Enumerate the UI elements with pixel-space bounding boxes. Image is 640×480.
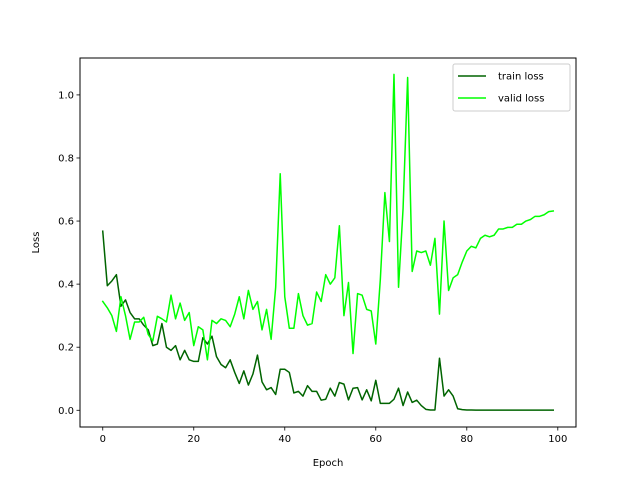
- ticks-group: 0 20 40 60 80 100 0.0 0.2 0.4 0.6 0.8 1.0: [58, 90, 567, 445]
- x-tick-label: 40: [278, 434, 291, 445]
- axes-frame: [79, 57, 577, 428]
- legend-label-valid-loss: valid loss: [498, 94, 544, 105]
- y-tick-label: 0.2: [58, 343, 74, 354]
- x-tick-label: 60: [369, 434, 382, 445]
- y-tick-label: 0.0: [58, 406, 74, 417]
- y-tick-label: 0.4: [58, 280, 74, 291]
- series-line-train-loss: [101, 230, 554, 411]
- legend: train loss valid loss: [452, 63, 571, 112]
- y-axis-label: Loss: [31, 232, 42, 254]
- x-axis-label: Epoch: [313, 458, 344, 469]
- x-tick-label: 0: [100, 434, 106, 445]
- y-tick-label: 0.6: [58, 217, 74, 228]
- legend-label-train-loss: train loss: [498, 72, 544, 83]
- series-group: [101, 73, 555, 411]
- y-tick-label: 0.8: [58, 153, 74, 164]
- x-tick-label: 80: [460, 434, 473, 445]
- series-line-valid-loss: [101, 73, 555, 361]
- y-tick-label: 1.0: [58, 90, 74, 101]
- x-tick-label: 100: [548, 434, 567, 445]
- x-tick-label: 20: [187, 434, 200, 445]
